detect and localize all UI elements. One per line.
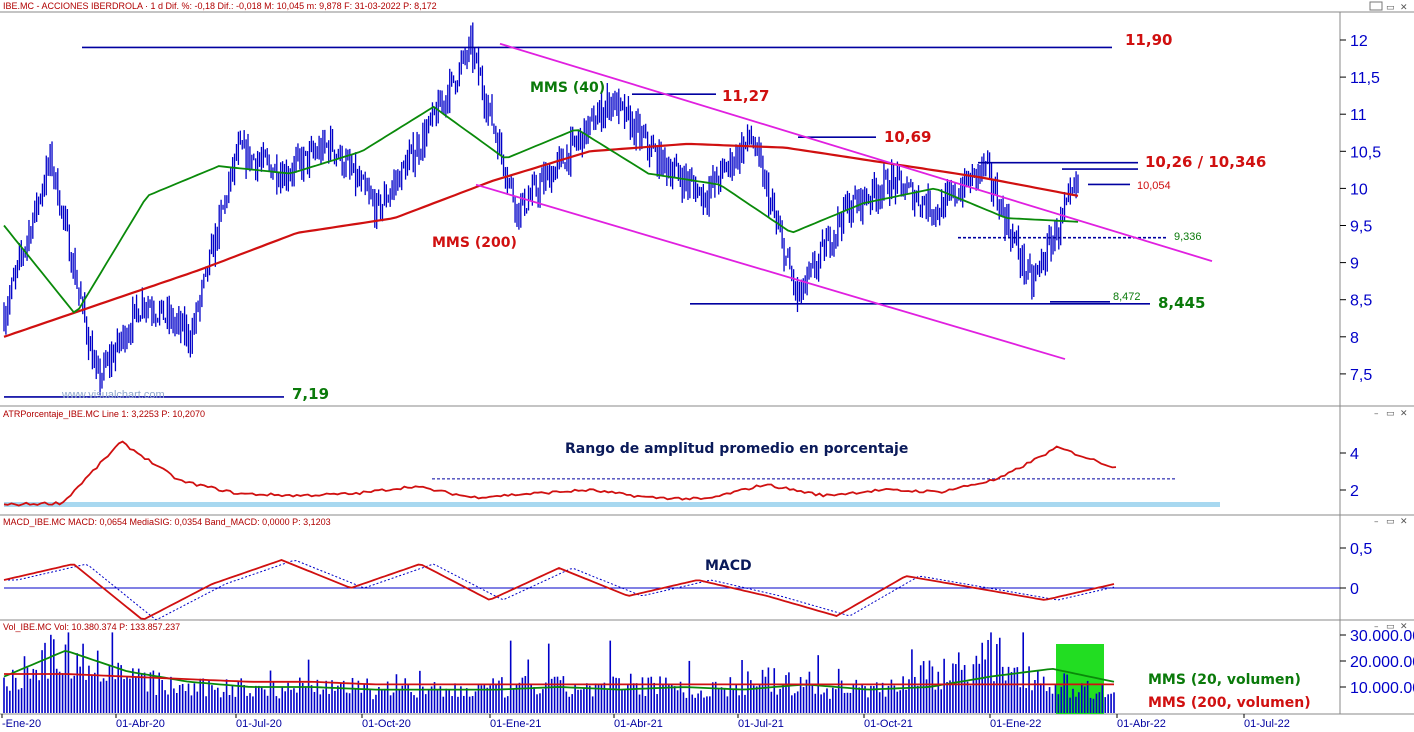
level-11-27-label: 11,27 (722, 87, 769, 105)
atr-header: ATRPorcentaje_IBE.MC Line 1: 3,2253 P: 1… (3, 409, 205, 419)
volume-mms20-line (3, 649, 1115, 691)
channel-lower-line (475, 183, 1066, 360)
close-icon[interactable]: ✕ (1400, 517, 1408, 527)
mms40-annotation: MMS (40) (530, 80, 605, 96)
macd-y-tick-label: 0 (1350, 581, 1359, 598)
maximize-icon[interactable]: ▭ (1386, 517, 1395, 527)
minimize-icon[interactable]: – (1374, 517, 1379, 527)
minimize-icon[interactable]: ▭ (1386, 3, 1395, 13)
price-y-tick-label: 11 (1350, 107, 1367, 124)
volume-y-tick-label: 20.000.000 (1350, 654, 1414, 671)
atr-band (4, 502, 1220, 507)
vol-mms20-annotation: MMS (20, volumen) (1148, 672, 1301, 688)
level-10-054-label: 10,054 (1137, 180, 1171, 192)
volume-header: Vol_IBE.MC Vol: 10.380.374 P: 133.857.23… (3, 622, 180, 632)
price-y-tick-label: 7,5 (1350, 367, 1372, 384)
price-y-tick-label: 8 (1350, 330, 1359, 347)
maximize-icon[interactable]: ▭ (1386, 409, 1395, 419)
close-icon[interactable]: ✕ (1400, 409, 1408, 419)
mms200-line (3, 142, 1079, 338)
price-panel (3, 22, 1213, 398)
price-y-tick-label: 8,5 (1350, 293, 1372, 310)
watermark: www.visualchart.com (61, 389, 165, 401)
panel-frames (0, 11, 1414, 715)
vol-mms200-annotation: MMS (200, volumen) (1148, 695, 1311, 711)
macd-panel (3, 559, 1340, 621)
x-tick-label: 01-Abr-22 (1117, 718, 1166, 730)
window-buttons-main[interactable]: ▭ ✕ (1369, 1, 1408, 13)
level-11-90-label: 11,90 (1125, 31, 1172, 49)
close-icon[interactable]: ✕ (1400, 3, 1408, 13)
maximize-icon[interactable]: ▭ (1386, 622, 1395, 632)
macd-line (3, 559, 1115, 620)
volume-y-tick-label: 30.000.000 (1350, 628, 1414, 645)
mms200-annotation: MMS (200) (432, 235, 517, 251)
price-y-tick-label: 11,5 (1350, 70, 1380, 87)
price-header: IBE.MC - ACCIONES IBERDROLA · 1 d Dif. %… (3, 1, 437, 11)
x-tick-label: 01-Abr-20 (116, 718, 165, 730)
level-10-26-label: 10,26 / 10,346 (1145, 153, 1266, 171)
macd-y-tick-label: 0,5 (1350, 541, 1372, 558)
volume-y-tick-label: 10.000.000 (1350, 680, 1414, 697)
mms40-line (3, 105, 1079, 314)
x-tick-label: 01-Oct-20 (362, 718, 411, 730)
level-10-69-label: 10,69 (884, 128, 931, 146)
level-7-19-label: 7,19 (292, 385, 329, 403)
macd-header: MACD_IBE.MC MACD: 0,0654 MediaSIG: 0,035… (3, 517, 331, 527)
channel-upper-line (499, 42, 1213, 262)
atr-y-tick-label: 2 (1350, 483, 1359, 500)
price-y-tick-label: 10 (1350, 181, 1368, 198)
window-buttons-atr[interactable]: – ▭ ✕ (1374, 409, 1408, 419)
price-y-tick-label: 9,5 (1350, 219, 1372, 236)
x-axis: -Ene-20 01-Abr-20 01-Jul-20 01-Oct-20 01-Ene… (1, 714, 1290, 730)
window-buttons-macd[interactable]: – ▭ ✕ (1374, 517, 1408, 527)
price-y-tick-label: 9 (1350, 256, 1359, 273)
minimize-icon[interactable]: – (1374, 409, 1379, 419)
x-tick-label: 01-Ene-21 (490, 718, 541, 730)
x-tick-label: 01-Jul-22 (1244, 718, 1290, 730)
close-icon[interactable]: ✕ (1400, 622, 1408, 632)
level-8-472-label: 8,472 (1113, 291, 1141, 303)
minimize-icon[interactable]: – (1374, 622, 1379, 632)
atr-panel (3, 440, 1220, 507)
x-tick-label: 01-Oct-21 (864, 718, 913, 730)
price-y-tick-label: 12 (1350, 33, 1368, 50)
price-y-tick-label: 10,5 (1350, 144, 1381, 161)
level-8-445-label: 8,445 (1158, 294, 1205, 312)
x-tick-label: 01-Jul-20 (236, 718, 282, 730)
macd-signal-line (4, 560, 1115, 621)
level-9-336-label: 9,336 (1174, 231, 1202, 243)
macd-title: MACD (705, 558, 752, 574)
atr-line (3, 440, 1117, 507)
volume-mms200-line (4, 673, 1114, 686)
atr-title: Rango de amplitud promedio en porcentaje (565, 441, 908, 457)
y-axis: 12 11,5 11 10,5 10 9,5 9 8,5 8 7,5 4 2 0,5 0 30.000.00… (1340, 33, 1414, 697)
atr-y-tick-label: 4 (1350, 446, 1359, 463)
volume-panel (3, 632, 1115, 714)
x-tick-label: 01-Jul-21 (738, 718, 784, 730)
x-tick-label: 01-Ene-22 (990, 718, 1041, 730)
x-tick-label: 01-Abr-21 (614, 718, 663, 730)
x-tick-label: -Ene-20 (2, 718, 41, 730)
window-buttons-vol[interactable]: – ▭ ✕ (1374, 622, 1408, 632)
